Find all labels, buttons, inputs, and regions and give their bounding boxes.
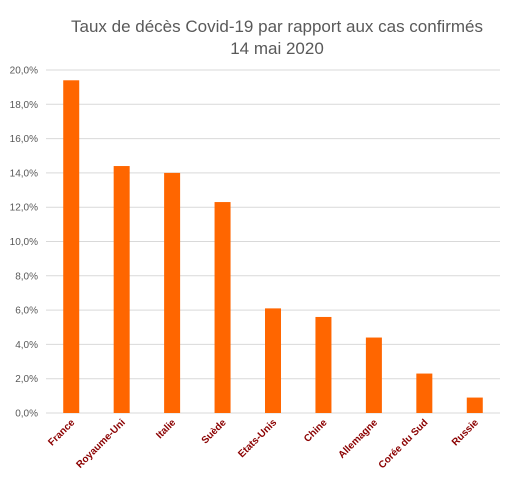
y-tick-label: 14,0% [10,168,38,179]
y-tick-label: 20,0% [10,66,38,77]
bar-royaume-uni [113,166,130,413]
x-tick-label: Corée du Sud [377,417,431,471]
bar-cor-e-du-sud [416,373,433,413]
y-tick-label: 2,0% [15,374,38,385]
bar-chine [315,316,332,413]
y-tick-label: 16,0% [10,134,38,145]
x-tick-label: Etats-Unis [236,417,279,460]
bar-france [63,80,80,413]
bar-etats-unis [265,308,281,413]
chart-title: Taux de décès Covid-19 par rapport aux c… [71,17,483,36]
bars [63,80,483,413]
y-tick-label: 6,0% [15,306,38,317]
y-tick-label: 8,0% [15,271,38,282]
bar-su-de [214,202,231,413]
y-tick-label: 0,0% [15,409,38,420]
bar-russie [466,397,483,413]
x-tick-label: Chine [302,417,330,445]
x-tick-label: Allemagne [336,417,380,461]
x-tick-label: Suède [200,417,229,446]
y-tick-label: 10,0% [10,237,38,248]
y-axis-labels: 0,0% 2,0% 4,0% 6,0% 8,0% 10,0% 12,0% 14,0% 16,0%… [10,66,38,420]
y-tick-label: 12,0% [10,203,38,214]
bar-allemagne [365,337,382,413]
y-tick-label: 4,0% [15,340,38,351]
x-tick-label: Russie [450,417,481,448]
x-tick-label: France [46,417,77,448]
y-tick-label: 18,0% [10,100,38,111]
bar-italie [164,172,181,413]
x-tick-label: Royaume-Uni [74,417,128,471]
chart-subtitle: 14 mai 2020 [230,39,324,58]
x-tick-label: Italie [154,417,178,441]
